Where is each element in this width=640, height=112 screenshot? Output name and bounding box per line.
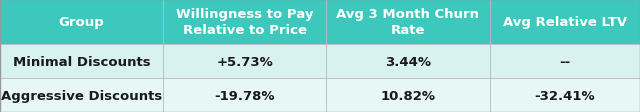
Bar	[326, 0, 490, 45]
Text: Group: Group	[59, 16, 104, 29]
Bar	[490, 0, 640, 45]
Text: 10.82%: 10.82%	[381, 89, 435, 102]
Bar	[163, 0, 326, 45]
Bar	[326, 78, 490, 112]
Text: Avg 3 Month Churn
Rate: Avg 3 Month Churn Rate	[337, 8, 479, 37]
Text: +5.73%: +5.73%	[216, 55, 273, 68]
Text: Willingness to Pay
Relative to Price: Willingness to Pay Relative to Price	[176, 8, 314, 37]
Text: Avg Relative LTV: Avg Relative LTV	[503, 16, 627, 29]
Text: --: --	[559, 55, 570, 68]
Bar	[490, 78, 640, 112]
Text: 3.44%: 3.44%	[385, 55, 431, 68]
Bar	[163, 45, 326, 78]
Bar	[0, 0, 163, 45]
Bar	[326, 45, 490, 78]
Bar	[0, 78, 163, 112]
Bar	[0, 45, 163, 78]
Text: -32.41%: -32.41%	[534, 89, 595, 102]
Bar	[163, 78, 326, 112]
Text: Aggressive Discounts: Aggressive Discounts	[1, 89, 162, 102]
Text: -19.78%: -19.78%	[214, 89, 275, 102]
Bar	[490, 45, 640, 78]
Text: Minimal Discounts: Minimal Discounts	[13, 55, 150, 68]
